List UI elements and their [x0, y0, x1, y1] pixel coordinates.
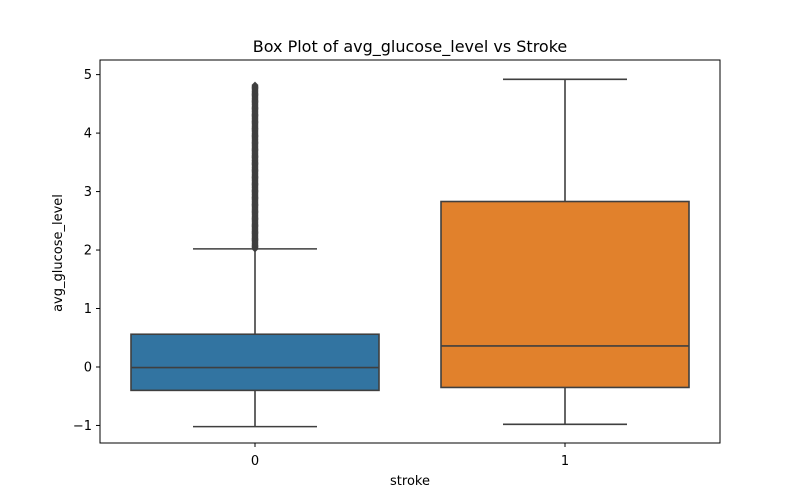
- outlier-point: [251, 81, 259, 89]
- box-group-category-0: [130, 81, 380, 428]
- plot-area-frame: [99, 59, 721, 444]
- y-tick-label: 1: [84, 302, 92, 317]
- box-iqr-category-1: [440, 200, 690, 389]
- box-iqr-category-0: [130, 333, 380, 392]
- y-tick-label: 3: [84, 185, 92, 200]
- y-axis-label: avg_glucose_level: [51, 194, 66, 312]
- y-tick-label: 4: [84, 127, 92, 142]
- y-tick-label: 5: [84, 68, 92, 83]
- y-tick-label: −1: [73, 419, 92, 434]
- y-axis: −1 0 1 2 3 4 5: [73, 68, 100, 434]
- x-axis-label: stroke: [390, 474, 430, 489]
- box-group-category-1: [440, 78, 690, 426]
- chart-marks: [130, 78, 690, 428]
- y-tick-label: 2: [84, 244, 92, 259]
- x-tick-label: 0: [251, 454, 259, 469]
- y-tick-label: 0: [84, 360, 92, 375]
- x-tick-label: 1: [561, 454, 569, 469]
- chart-title: Box Plot of avg_glucose_level vs Stroke: [253, 37, 568, 57]
